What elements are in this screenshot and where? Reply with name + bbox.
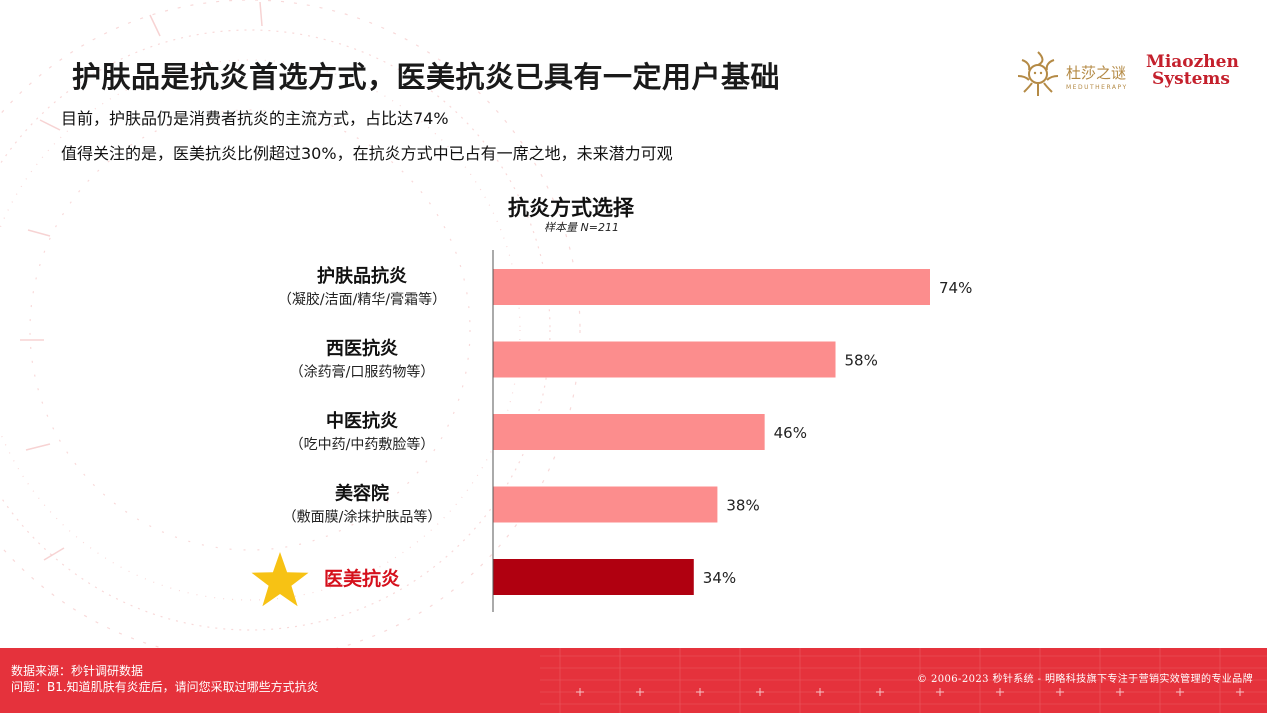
bar-value-label: 74% — [939, 279, 972, 297]
category-label: 西医抗炎 — [326, 338, 398, 360]
bar-value-label: 34% — [703, 569, 736, 587]
bar — [493, 414, 765, 450]
subtitle-line-1: 目前，护肤品仍是消费者抗炎的主流方式，占比达74% — [61, 109, 449, 128]
bar — [493, 559, 694, 595]
footer-bar: 数据来源：秒针调研数据 问题：B1.知道肌肤有炎症后，请问您采取过哪些方式抗炎 … — [0, 648, 1267, 713]
category-note: （凝胶/洁面/精华/膏霜等） — [278, 291, 446, 308]
footer-source: 数据来源：秒针调研数据 — [11, 664, 144, 678]
bar-chart: 74% 护肤品抗炎 （凝胶/洁面/精华/膏霜等） 58% 西医抗炎 （涂药膏/口服药物等）… — [251, 250, 972, 612]
bar-value-label: 58% — [845, 352, 878, 370]
miaozhen-logo: Miaozhen Systems — [1146, 54, 1239, 88]
category-note: （吃中药/中药敷脸等） — [290, 436, 435, 453]
category-note: （敷面膜/涂抹护肤品等） — [283, 509, 442, 526]
miaozhen-logo-line1: Miaozhen — [1146, 52, 1239, 72]
dushazhimi-logo-text: 杜莎之谜 — [1066, 64, 1127, 82]
medusa-emblem-icon — [1017, 51, 1059, 96]
bar — [493, 269, 930, 305]
category-label: 医美抗炎 — [324, 567, 400, 590]
meditherapy-logo-text: MEDUTHERAPY — [1066, 84, 1128, 91]
bar-value-label: 38% — [726, 497, 759, 515]
bar-value-label: 46% — [774, 424, 807, 442]
category-label: 中医抗炎 — [326, 410, 398, 432]
miaozhen-logo-line2: Systems — [1152, 69, 1230, 89]
bar — [493, 486, 718, 523]
category-label: 美容院 — [335, 483, 389, 505]
brand-logos: 杜莎之谜 MEDUTHERAPY Miaozhen Systems — [1014, 48, 1239, 104]
footer-copyright: © 2006-2023 秒针系统 - 明略科技旗下专注于营销实效管理的专业品牌 — [917, 674, 1253, 685]
footer-grid-pattern — [540, 648, 1267, 713]
bar — [493, 341, 836, 378]
category-label: 护肤品抗炎 — [317, 265, 407, 287]
star-icon — [251, 552, 309, 607]
chart-title: 抗炎方式选择 — [508, 196, 634, 220]
chart-sample-size: 样本量 N=211 — [544, 221, 619, 234]
footer-question: 问题：B1.知道肌肤有炎症后，请问您采取过哪些方式抗炎 — [11, 680, 319, 694]
subtitle-line-2: 值得关注的是，医美抗炎比例超过30%，在抗炎方式中已占有一席之地，未来潜力可观 — [61, 144, 673, 163]
category-note: （涂药膏/口服药物等） — [290, 364, 435, 381]
page-title: 护肤品是抗炎首选方式，医美抗炎已具有一定用户基础 — [72, 60, 781, 94]
